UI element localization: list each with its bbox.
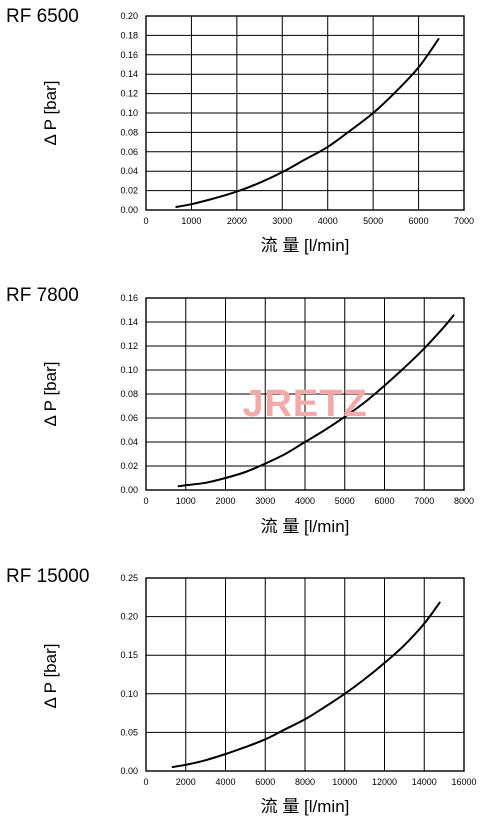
x-axis-label: 流 量 [l/min] bbox=[261, 797, 350, 816]
y-tick-label: 0.02 bbox=[120, 461, 138, 471]
x-tick-label: 4000 bbox=[318, 216, 338, 226]
x-tick-label: 16000 bbox=[451, 777, 476, 787]
x-tick-label: 10000 bbox=[332, 777, 357, 787]
pressure-drop-curve bbox=[177, 314, 455, 488]
plot-frame bbox=[145, 297, 465, 491]
y-tick-label: 0.10 bbox=[120, 108, 138, 118]
y-tick-label: 0.18 bbox=[120, 30, 138, 40]
plot-frame bbox=[145, 15, 465, 211]
x-tick-label: 1000 bbox=[176, 496, 196, 506]
y-tick-label: 0.10 bbox=[120, 689, 138, 699]
x-tick-label: 7000 bbox=[414, 496, 434, 506]
x-tick-label: 6000 bbox=[255, 777, 275, 787]
x-tick-label: 14000 bbox=[412, 777, 437, 787]
y-tick-label: 0.04 bbox=[120, 166, 138, 176]
x-tick-label: 5000 bbox=[363, 216, 383, 226]
chart-rf15000: RF 15000 Δ P [bar] 流 量 [l/min] 0 2000 4000… bbox=[6, 566, 477, 816]
y-tick-label: 0.16 bbox=[120, 293, 138, 303]
x-tick-label: 2000 bbox=[215, 496, 235, 506]
x-tick-label: 3000 bbox=[255, 496, 275, 506]
x-tick-label: 0 bbox=[143, 777, 148, 787]
y-tick-label: 0.04 bbox=[120, 437, 138, 447]
y-tick-label: 0.00 bbox=[120, 485, 138, 495]
pressure-drop-curve bbox=[175, 37, 440, 209]
chart-rf7800: RF 7800 Δ P [bar] 流 量 [l/min] 0 1000 2000 3… bbox=[6, 285, 474, 536]
x-tick-label: 3000 bbox=[272, 216, 292, 226]
x-axis-label: 流 量 [l/min] bbox=[261, 517, 350, 536]
x-tick-label: 12000 bbox=[372, 777, 397, 787]
plot-area: 0 1000 2000 3000 4000 5000 6000 7000 8000 0.00 0.0… bbox=[120, 293, 474, 506]
plot-area: 0 1000 2000 3000 4000 5000 6000 7000 0.00 0.02 0.0… bbox=[120, 11, 474, 226]
y-axis-label: Δ P [bar] bbox=[41, 81, 60, 146]
plot-frame bbox=[145, 577, 465, 772]
y-tick-label: 0.00 bbox=[120, 205, 138, 215]
y-tick-label: 0.20 bbox=[120, 612, 138, 622]
chart-title: RF 7800 bbox=[6, 285, 79, 306]
x-tick-label: 2000 bbox=[227, 216, 247, 226]
chart-rf6500: RF 6500 Δ P [bar] 流 量 [l/min] 0 1000 2000 3… bbox=[6, 6, 474, 255]
x-tick-label: 4000 bbox=[215, 777, 235, 787]
y-axis-label: Δ P [bar] bbox=[41, 644, 60, 709]
x-tick-label: 8000 bbox=[295, 777, 315, 787]
x-tick-label: 1000 bbox=[181, 216, 201, 226]
y-tick-label: 0.12 bbox=[120, 341, 138, 351]
y-tick-label: 0.10 bbox=[120, 365, 138, 375]
y-axis-label: Δ P [bar] bbox=[41, 362, 60, 427]
y-tick-label: 0.06 bbox=[120, 147, 138, 157]
y-tick-label: 0.12 bbox=[120, 89, 138, 99]
plot-area: 0 2000 4000 6000 8000 10000 12000 14000 16000 0.0… bbox=[120, 573, 476, 787]
x-tick-label: 0 bbox=[143, 216, 148, 226]
x-tick-label: 6000 bbox=[409, 216, 429, 226]
x-tick-label: 4000 bbox=[295, 496, 315, 506]
watermark-logo: JRETZ bbox=[242, 383, 367, 425]
y-tick-label: 0.20 bbox=[120, 11, 138, 21]
y-tick-label: 0.08 bbox=[120, 389, 138, 399]
chart-title: RF 15000 bbox=[6, 566, 89, 587]
y-tick-label: 0.08 bbox=[120, 127, 138, 137]
x-tick-label: 7000 bbox=[454, 216, 474, 226]
x-tick-label: 2000 bbox=[176, 777, 196, 787]
y-tick-label: 0.15 bbox=[120, 650, 138, 660]
pressure-drop-curve bbox=[171, 601, 441, 769]
x-tick-label: 5000 bbox=[335, 496, 355, 506]
y-tick-label: 0.05 bbox=[120, 727, 138, 737]
y-tick-label: 0.06 bbox=[120, 413, 138, 423]
y-tick-label: 0.02 bbox=[120, 186, 138, 196]
y-tick-label: 0.14 bbox=[120, 317, 138, 327]
y-tick-label: 0.16 bbox=[120, 50, 138, 60]
x-tick-label: 8000 bbox=[454, 496, 474, 506]
y-tick-label: 0.14 bbox=[120, 69, 138, 79]
x-tick-label: 6000 bbox=[374, 496, 394, 506]
chart-title: RF 6500 bbox=[6, 6, 79, 27]
y-tick-label: 0.00 bbox=[120, 766, 138, 776]
x-tick-label: 0 bbox=[143, 496, 148, 506]
y-tick-label: 0.25 bbox=[120, 573, 138, 583]
x-axis-label: 流 量 [l/min] bbox=[261, 236, 350, 255]
